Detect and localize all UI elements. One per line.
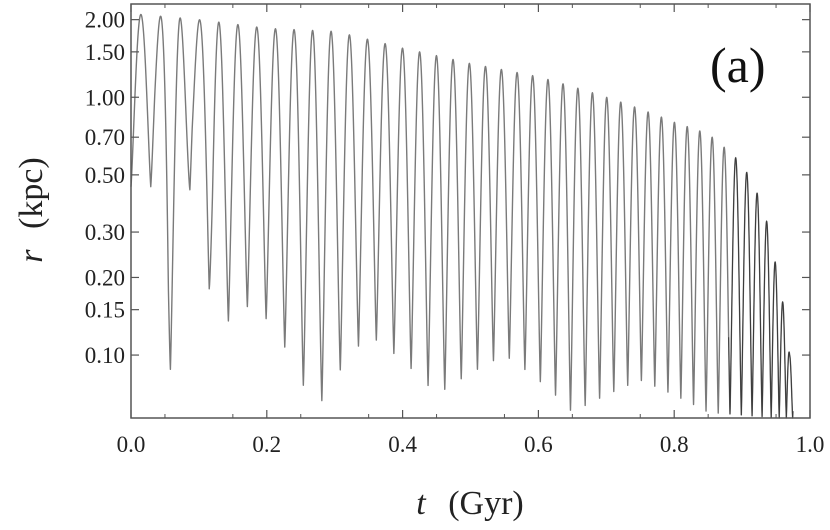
x-axis-label: t (Gyr) bbox=[416, 485, 523, 522]
y-tick-label: 1.00 bbox=[85, 85, 125, 110]
y-tick-label: 0.30 bbox=[85, 220, 125, 245]
x-tick-label: 1.0 bbox=[796, 432, 825, 457]
x-tick-label: 0.6 bbox=[524, 432, 553, 457]
y-axis-label: r (kpc) bbox=[13, 157, 50, 262]
plot-frame bbox=[130, 3, 811, 419]
panel-label: (a) bbox=[710, 37, 766, 93]
y-tick-label: 0.15 bbox=[85, 298, 125, 323]
y-tick-label: 1.50 bbox=[85, 40, 125, 65]
y-tick-label: 0.50 bbox=[85, 163, 125, 188]
x-tick-label: 0.4 bbox=[388, 432, 417, 457]
y-tick-label: 2.00 bbox=[85, 8, 125, 33]
x-axis-variable: t bbox=[416, 485, 427, 522]
y-axis-variable: r bbox=[13, 249, 50, 263]
y-tick-label: 0.10 bbox=[85, 343, 125, 368]
y-tick-label: 0.70 bbox=[85, 125, 125, 150]
orbit-radius-series-tail bbox=[728, 156, 794, 419]
orbit-curve-group bbox=[130, 13, 794, 419]
orbit-radius-series bbox=[130, 13, 794, 419]
y-axis-ticks: 2.00 1.50 1.00 0.70 0.50 0.30 0.20 0.15 0.10 bbox=[85, 8, 810, 368]
x-axis-unit: (Gyr) bbox=[448, 485, 524, 522]
x-tick-label: 0.8 bbox=[660, 432, 689, 457]
y-tick-label: 0.20 bbox=[85, 265, 125, 290]
x-tick-label: 0.0 bbox=[117, 432, 146, 457]
x-tick-label: 0.2 bbox=[252, 432, 281, 457]
x-axis-ticks: 0.0 0.2 0.4 0.6 0.8 1.0 bbox=[117, 4, 825, 457]
y-axis-unit: (kpc) bbox=[13, 157, 50, 229]
